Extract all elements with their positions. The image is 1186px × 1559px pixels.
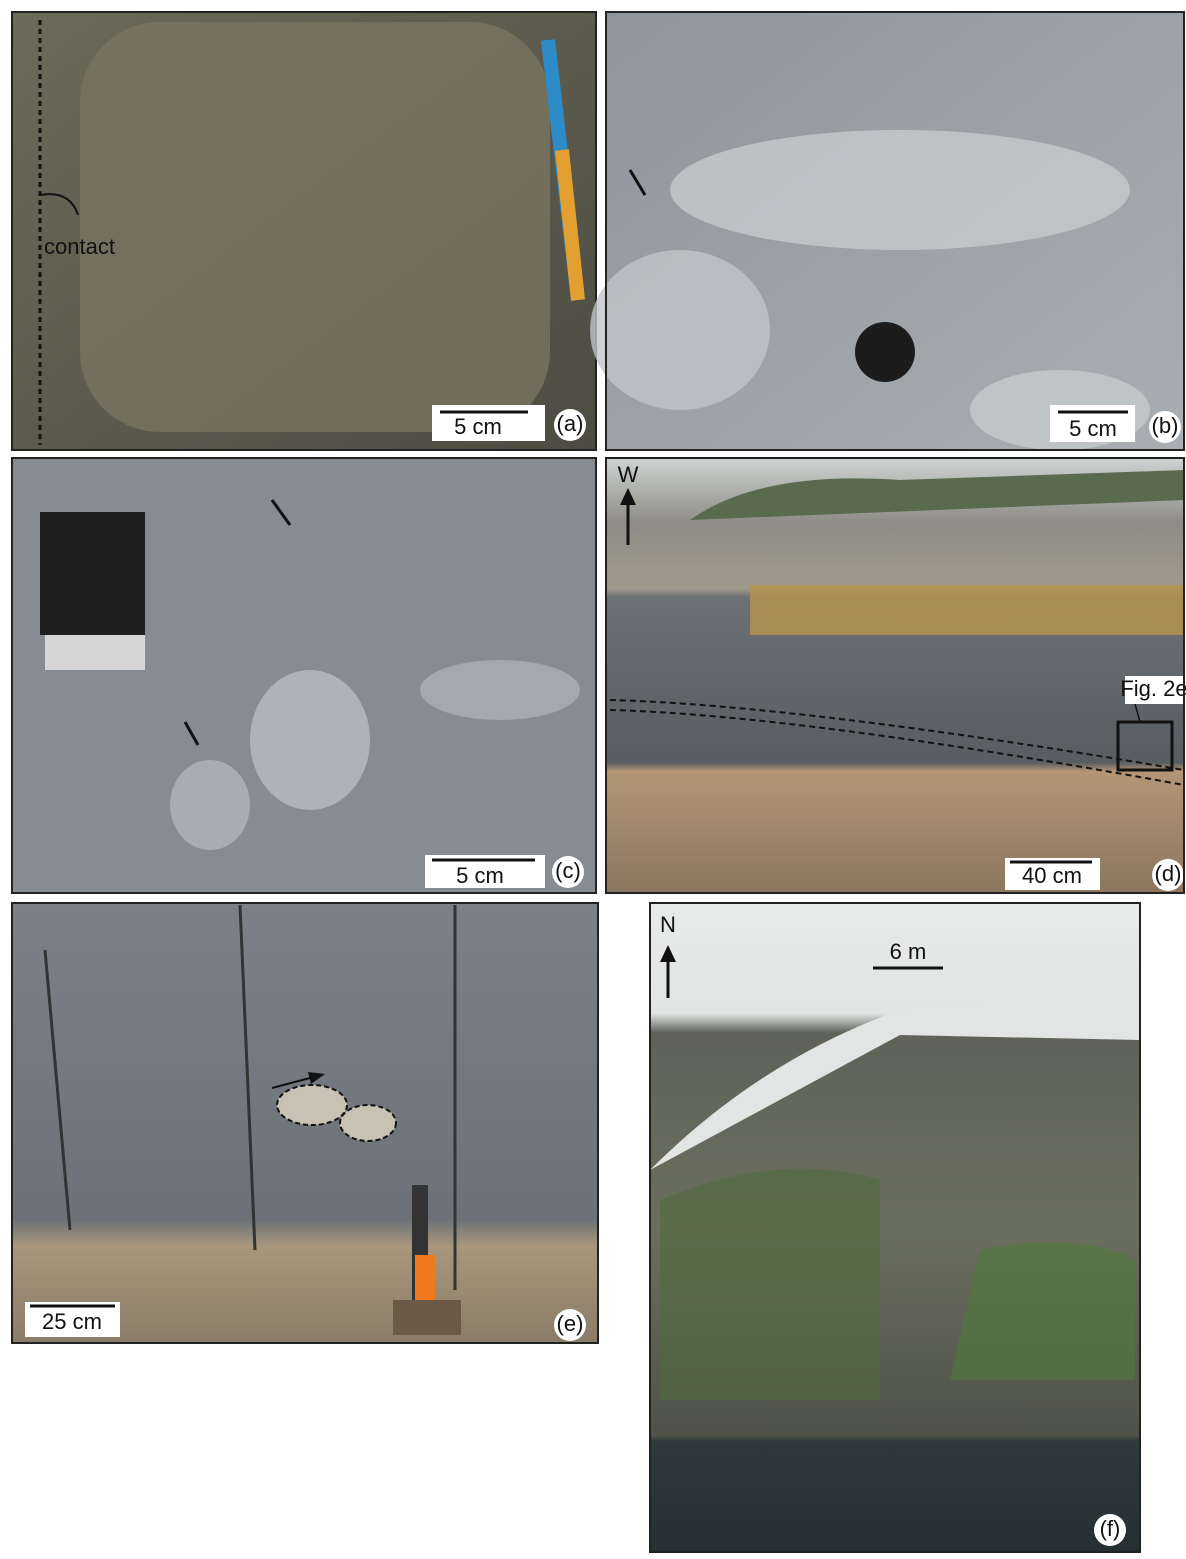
panel-b: 5 cm (b) bbox=[590, 11, 1185, 451]
scale-bar-label: 25 cm bbox=[42, 1309, 102, 1334]
scale-bar-label: 6 m bbox=[890, 939, 927, 964]
panel-label: (a) bbox=[557, 411, 584, 436]
panel-label: (b) bbox=[1152, 413, 1179, 438]
panel-d: W Fig. 2e 40 cm (d) bbox=[605, 457, 1186, 894]
annotation: Fig. 2e bbox=[1120, 676, 1186, 701]
orientation-label: W bbox=[618, 462, 639, 487]
panel-c: 5 cm (c) bbox=[11, 457, 597, 894]
scale-bar-label: 5 cm bbox=[454, 414, 502, 439]
panel-label: (c) bbox=[555, 858, 581, 883]
scale-bar-label: 40 cm bbox=[1022, 863, 1082, 888]
scale-bar-label: 5 cm bbox=[1069, 416, 1117, 441]
panel-a: contact 5 cm (a) bbox=[11, 11, 597, 451]
scale-bar-label: 5 cm bbox=[456, 863, 504, 888]
panel-f: N 6 m (f) bbox=[649, 902, 1141, 1553]
panel-label: (e) bbox=[557, 1311, 584, 1336]
orientation-label: N bbox=[660, 912, 676, 937]
panel-e: 25 cm (e) bbox=[11, 902, 599, 1344]
panel-label: (d) bbox=[1155, 861, 1182, 886]
annotation: contact bbox=[44, 234, 115, 259]
panel-label: (f) bbox=[1100, 1516, 1121, 1541]
